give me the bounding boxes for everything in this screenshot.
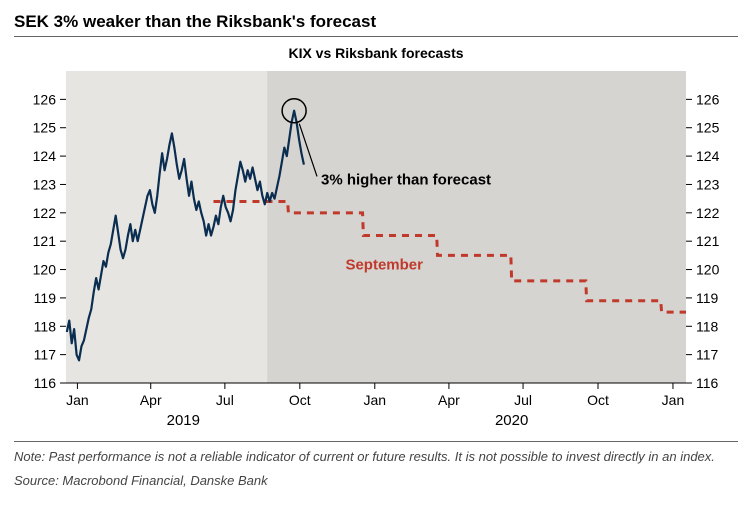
svg-text:Jul: Jul: [514, 392, 532, 408]
svg-text:121: 121: [696, 233, 720, 249]
svg-text:121: 121: [33, 233, 57, 249]
svg-text:118: 118: [34, 318, 57, 334]
svg-text:2019: 2019: [167, 412, 200, 429]
svg-text:117: 117: [696, 347, 719, 363]
chart-area: 116 116 117 117 118 118 119 119 120 120 121 121 122 1…: [14, 65, 738, 435]
svg-text:September: September: [345, 257, 423, 274]
svg-text:Oct: Oct: [587, 392, 609, 408]
svg-text:119: 119: [34, 290, 57, 306]
svg-text:125: 125: [696, 120, 720, 136]
svg-text:116: 116: [34, 375, 57, 391]
svg-text:117: 117: [34, 347, 57, 363]
footnote-note: Note: Past performance is not a reliable…: [14, 448, 738, 466]
svg-text:126: 126: [696, 91, 720, 107]
svg-text:120: 120: [696, 262, 720, 278]
svg-text:126: 126: [33, 91, 57, 107]
svg-text:3% higher than forecast: 3% higher than forecast: [321, 171, 491, 188]
svg-text:Jan: Jan: [363, 392, 386, 408]
svg-text:123: 123: [696, 176, 720, 192]
svg-text:116: 116: [696, 375, 719, 391]
svg-text:119: 119: [696, 290, 719, 306]
svg-text:125: 125: [33, 120, 57, 136]
svg-text:Apr: Apr: [140, 392, 162, 408]
chart-svg: 116 116 117 117 118 118 119 119 120 120 121 121 122 1…: [14, 65, 738, 435]
svg-text:124: 124: [696, 148, 720, 164]
svg-text:Jan: Jan: [662, 392, 685, 408]
svg-text:Oct: Oct: [289, 392, 311, 408]
svg-text:118: 118: [696, 318, 719, 334]
svg-text:123: 123: [33, 176, 57, 192]
svg-text:120: 120: [33, 262, 57, 278]
chart-subtitle: KIX vs Riksbank forecasts: [14, 45, 738, 61]
svg-text:2020: 2020: [495, 412, 528, 429]
divider-bottom: [14, 441, 738, 442]
svg-text:124: 124: [33, 148, 57, 164]
svg-text:Apr: Apr: [438, 392, 460, 408]
chart-title: SEK 3% weaker than the Riksbank's foreca…: [14, 12, 738, 32]
svg-text:Jul: Jul: [216, 392, 234, 408]
divider-top: [14, 36, 738, 37]
footnote-source: Source: Macrobond Financial, Danske Bank: [14, 472, 738, 490]
svg-text:122: 122: [33, 205, 57, 221]
svg-text:Jan: Jan: [66, 392, 89, 408]
svg-text:122: 122: [696, 205, 720, 221]
